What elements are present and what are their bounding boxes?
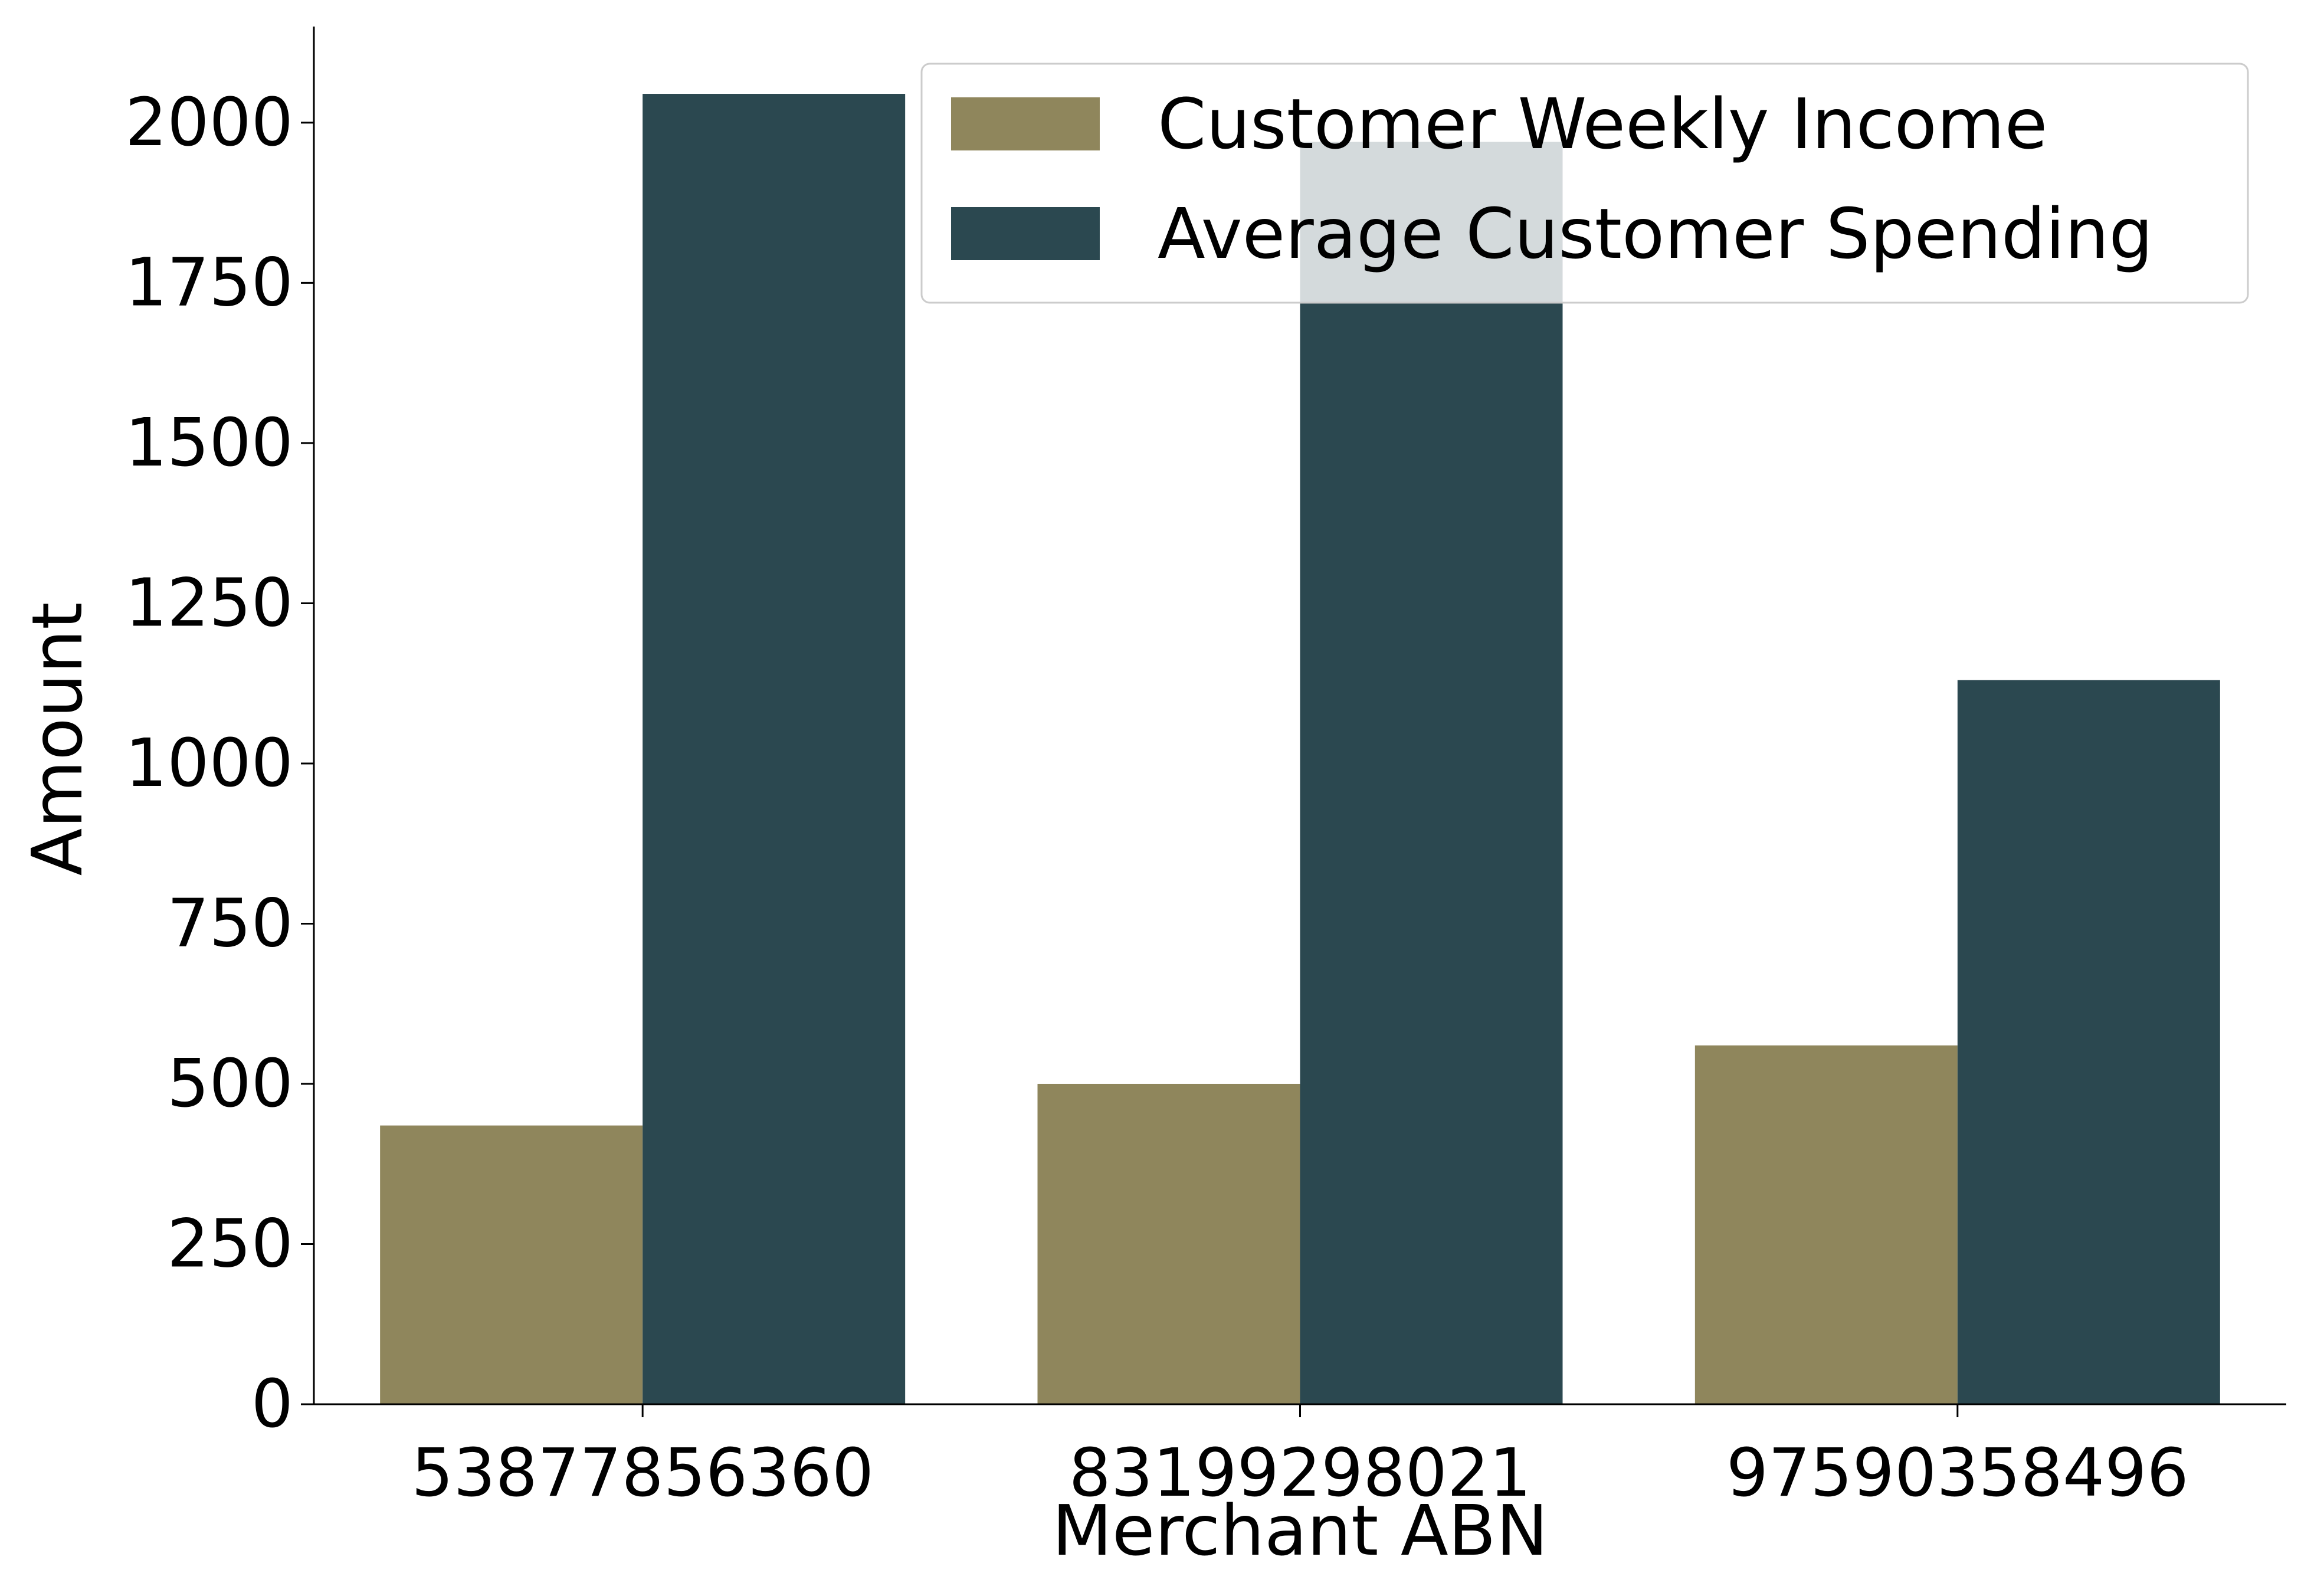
y-tick-label: 750 <box>167 885 293 962</box>
legend-items: Customer Weekly Income Average Customer S… <box>951 83 2153 274</box>
y-tick-label: 1250 <box>125 565 293 641</box>
y-tick-label: 1500 <box>125 405 293 481</box>
y-tick-label: 1750 <box>125 244 293 321</box>
x-axis-ticks: 53877856360 83199298021 97590358496 <box>411 1404 2189 1512</box>
x-tick-label: 97590358496 <box>1726 1435 2189 1512</box>
bar-spending-83199298021 <box>1300 142 1563 1405</box>
y-tick-label: 1000 <box>125 725 293 802</box>
x-tick-label: 83199298021 <box>1069 1435 1532 1512</box>
legend-frame <box>920 63 2249 304</box>
bar-income-53877856360 <box>380 1125 643 1404</box>
y-tick-label: 2000 <box>125 84 293 161</box>
bar-income-97590358496 <box>1694 1045 1958 1404</box>
x-axis-title: Merchant ABN <box>1052 1490 1548 1571</box>
legend-swatch-income <box>951 97 1100 150</box>
bars-layer <box>380 94 2220 1405</box>
legend: Customer Weekly Income Average Customer S… <box>920 63 2249 304</box>
y-tick-label: 500 <box>167 1046 293 1122</box>
y-axis-ticks: 0 250 500 750 1000 1250 1500 1750 2000 <box>125 84 314 1443</box>
y-axis-title: Amount <box>17 602 98 876</box>
bar-income-83199298021 <box>1037 1083 1300 1404</box>
x-tick-label: 53877856360 <box>411 1435 874 1512</box>
y-tick-label: 0 <box>251 1366 293 1443</box>
bar-spending-97590358496 <box>1957 680 2220 1404</box>
legend-label-spending: Average Customer Spending <box>1158 193 2153 274</box>
legend-label-income: Customer Weekly Income <box>1158 83 2047 165</box>
legend-swatch-spending <box>951 207 1100 260</box>
y-tick-label: 250 <box>167 1205 293 1282</box>
bar-spending-53877856360 <box>643 94 906 1404</box>
